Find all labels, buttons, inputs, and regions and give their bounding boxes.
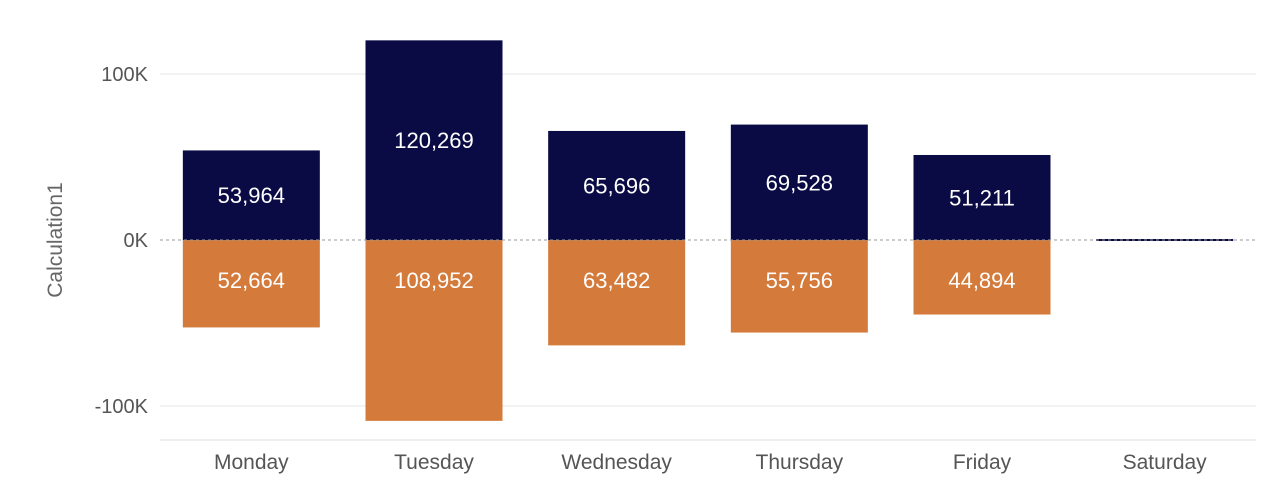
x-tick-label: Friday bbox=[953, 451, 1012, 474]
bar-positive bbox=[182, 150, 320, 240]
bar-positive bbox=[913, 154, 1051, 240]
data-label: 53,964 bbox=[218, 183, 285, 208]
data-label: 120,269 bbox=[394, 128, 474, 153]
x-tick-label: Thursday bbox=[756, 451, 844, 474]
x-tick-label: Wednesday bbox=[561, 451, 672, 474]
bar-negative bbox=[730, 240, 868, 333]
data-label: 44,894 bbox=[948, 268, 1015, 293]
data-label: 108,952 bbox=[394, 268, 474, 293]
y-tick-label: 100K bbox=[101, 64, 148, 86]
data-labels: 53,964 52,664 120,269 108,952 65,696 63,482 69… bbox=[218, 128, 1016, 293]
y-axis-title: Calculation1 bbox=[44, 182, 67, 298]
data-label: 65,696 bbox=[583, 173, 650, 198]
y-axis: Calculation1 100K 0K -100K bbox=[44, 64, 149, 418]
x-tick-label: Monday bbox=[214, 451, 289, 474]
x-tick-label: Saturday bbox=[1123, 451, 1208, 474]
y-tick-label: 0K bbox=[124, 230, 149, 252]
bar-negative bbox=[913, 240, 1051, 315]
bar-positive bbox=[548, 130, 686, 240]
bar-negative bbox=[182, 240, 320, 328]
bar-negative bbox=[548, 240, 686, 346]
data-label: 63,482 bbox=[583, 268, 650, 293]
bars bbox=[182, 40, 1234, 421]
data-label: 51,211 bbox=[949, 185, 1015, 210]
data-label: 55,756 bbox=[766, 268, 833, 293]
gridlines bbox=[160, 73, 1256, 407]
bar-positive bbox=[730, 124, 868, 240]
data-label: 52,664 bbox=[218, 268, 285, 293]
bar-negative bbox=[365, 240, 503, 421]
y-tick-label: -100K bbox=[95, 396, 149, 418]
x-axis: Monday Tuesday Wednesday Thursday Friday Satu… bbox=[160, 439, 1256, 474]
bar-positive bbox=[365, 40, 503, 241]
data-label: 69,528 bbox=[766, 170, 833, 195]
x-tick-label: Tuesday bbox=[394, 451, 474, 474]
